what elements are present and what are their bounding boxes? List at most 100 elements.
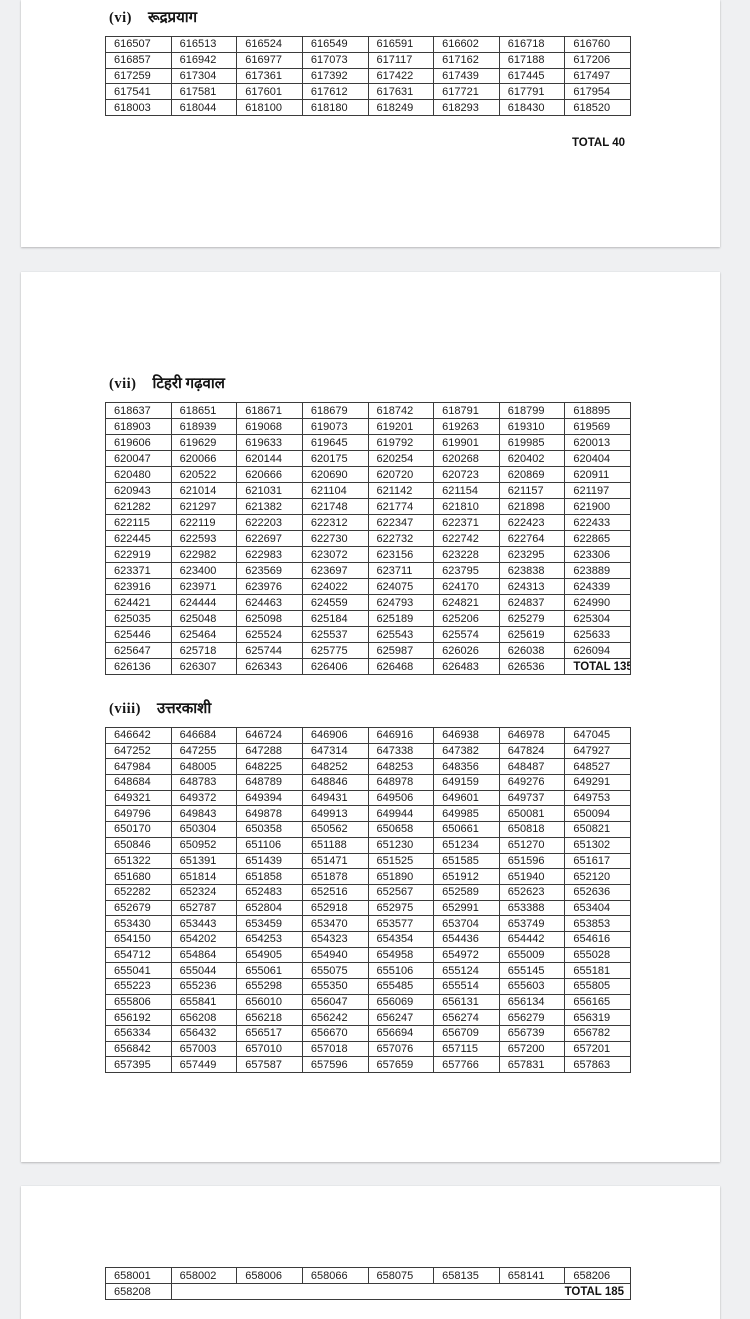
table-row: 624421 624444 624463 624559 624793 624821 6248…	[105, 594, 631, 611]
table-row: 652282 652324 652483 652516 652567 652589 6526…	[105, 883, 631, 901]
roll-number-cell: 656242	[301, 1009, 369, 1027]
roll-number-cell: 617073	[301, 51, 369, 69]
roll-number-cell: 657201	[564, 1040, 631, 1058]
roll-number-cell: 619792	[367, 434, 435, 451]
roll-number-cell: 620013	[564, 434, 631, 451]
roll-number-cell: 621900	[564, 498, 631, 515]
roll-number-cell: 623306	[564, 546, 631, 563]
roll-number-cell: 656432	[170, 1025, 238, 1042]
roll-number-cell: 650081	[498, 805, 566, 823]
roll-number-cell: 657449	[170, 1056, 238, 1074]
roll-number-cell: 617631	[367, 83, 435, 101]
roll-number-cell: 617721	[433, 83, 500, 101]
table-row: 618003 618044 618100 618180 618249 618293 6184…	[105, 99, 631, 116]
section-title: उत्तरकाशी	[157, 701, 212, 717]
roll-number-cell: 651940	[498, 868, 566, 885]
roll-number-cell: 658206	[564, 1267, 631, 1284]
roll-number-cell: 654150	[105, 930, 172, 948]
roll-number-cell: 649159	[433, 774, 500, 791]
document-page-2: (vii) टिहरी गढ़वाल 618637 618651 618671 6186…	[21, 272, 720, 1162]
roll-number-cell: 617162	[433, 51, 500, 69]
document-page-3: 658001 658002 658006 658066 658075 658135 6581…	[21, 1186, 720, 1319]
roll-number-cell: 622312	[301, 514, 369, 531]
table-row: 623916 623971 623976 624022 624075 624170 6243…	[105, 578, 631, 595]
table-row: 622919 622982 622983 623072 623156 623228 6232…	[105, 546, 631, 563]
roll-number-cell: 652623	[498, 883, 566, 901]
roll-number-cell: 647824	[498, 742, 566, 760]
table-row: 656842 657003 657010 657018 657076 657115 6572…	[105, 1040, 631, 1058]
roll-number-cell: 620522	[170, 466, 238, 483]
roll-number-cell: 658001	[105, 1267, 172, 1284]
roll-number-cell: 623711	[367, 562, 435, 579]
roll-number-cell: 622203	[236, 514, 303, 531]
roll-number-cell: 625633	[564, 626, 631, 643]
roll-number-cell: 624990	[564, 594, 631, 611]
roll-number-cell: 619633	[236, 434, 303, 451]
roll-number-cell: 621382	[236, 498, 303, 515]
roll-number-cell: 653388	[498, 899, 566, 917]
roll-number-cell: 621104	[301, 482, 369, 499]
roll-number-cell: 619629	[170, 434, 238, 451]
roll-number-cell: 624313	[498, 578, 566, 595]
roll-number-cell: 655350	[301, 978, 369, 995]
roll-number-cell: 618651	[170, 402, 238, 419]
roll-number-cell: 625098	[236, 610, 303, 627]
roll-number-cell: 616977	[236, 51, 303, 69]
roll-number-cell: 654958	[367, 946, 435, 964]
roll-number-cell: 657018	[301, 1040, 369, 1058]
roll-number-cell: 618180	[301, 99, 369, 116]
roll-number-cell: 652804	[236, 899, 303, 917]
roll-number-cell: 623697	[301, 562, 369, 579]
roll-number-cell: 646906	[301, 727, 369, 744]
roll-number-cell: 617581	[170, 83, 238, 101]
roll-number-cell: 658141	[498, 1267, 566, 1284]
roll-number-cell: 625987	[367, 642, 435, 659]
roll-number-cell: 656192	[105, 1009, 172, 1027]
roll-number-cell: 653577	[367, 915, 435, 932]
table-row: 621282 621297 621382 621748 621774 621810 6218…	[105, 498, 631, 515]
roll-number-cell: 654323	[301, 930, 369, 948]
roll-number-cell: 624837	[498, 594, 566, 611]
roll-number-cell: 621774	[367, 498, 435, 515]
roll-number-cell: 655044	[170, 962, 238, 979]
roll-number-cell: 619263	[433, 418, 500, 435]
roll-number-cell: 647045	[564, 727, 631, 744]
roll-number-cell: 649878	[236, 805, 303, 823]
roll-number-cell: 620144	[236, 450, 303, 467]
roll-number-cell: 646684	[170, 727, 238, 744]
roll-number-cell: 616591	[367, 36, 435, 53]
roll-number-cell: 623295	[498, 546, 566, 563]
roll-number-cell: 621014	[170, 482, 238, 499]
roll-number-cell: 626094	[564, 642, 631, 659]
table-row: 622445 622593 622697 622730 622732 622742 6227…	[105, 530, 631, 547]
roll-number-cell: 625537	[301, 626, 369, 643]
roll-number-cell: 624339	[564, 578, 631, 595]
roll-number-table-continuation: 658001 658002 658006 658066 658075 658135 6581…	[105, 1267, 632, 1300]
roll-number-cell: 648356	[433, 758, 500, 776]
table-row: 647984 648005 648225 648252 648253 648356 6484…	[105, 758, 631, 776]
roll-number-cell: 619068	[236, 418, 303, 435]
roll-number-cell: 658135	[433, 1267, 500, 1284]
roll-number-cell: 648005	[170, 758, 238, 776]
roll-number-cell: 658075	[367, 1267, 435, 1284]
roll-number-cell: 652679	[105, 899, 172, 917]
roll-number-cell: 652787	[170, 899, 238, 917]
roll-number-cell: 651391	[170, 852, 238, 870]
roll-number-cell: 656165	[564, 993, 631, 1011]
roll-number-cell: 625574	[433, 626, 500, 643]
roll-number-cell: 619901	[433, 434, 500, 451]
roll-number-cell: 625035	[105, 610, 172, 627]
roll-number-cell: 618895	[564, 402, 631, 419]
roll-number-table-rudraprayag: 616507 616513 616524 616549 616591 616602 6167…	[105, 36, 631, 116]
table-row: 647252 647255 647288 647314 647338 647382 6478…	[105, 742, 631, 760]
roll-number-cell: 617541	[105, 83, 172, 101]
roll-number-cell: 624075	[367, 578, 435, 595]
roll-number-cell: 616507	[105, 36, 172, 53]
roll-number-cell: 622433	[564, 514, 631, 531]
roll-number-cell: 650094	[564, 805, 631, 823]
table-row: 655041 655044 655061 655075 655106 655124 6551…	[105, 962, 631, 979]
roll-number-cell: 626026	[433, 642, 500, 659]
roll-number-cell: 623156	[367, 546, 435, 563]
roll-number-cell: 648789	[236, 774, 303, 791]
document-page-1: (vi) रूद्रप्रयाग 616507 616513 616524 616549…	[21, 0, 720, 247]
